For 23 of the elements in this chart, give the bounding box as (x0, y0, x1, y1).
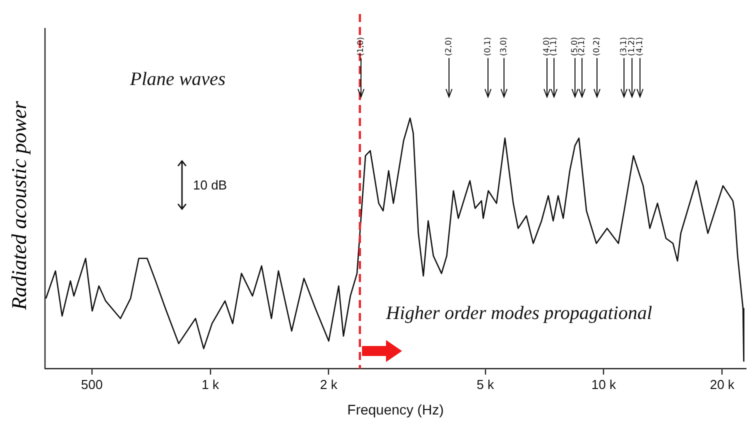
text: (1,1) (549, 37, 558, 56)
x-tick-label: 1 k (202, 376, 220, 392)
text: (1,2) (627, 37, 636, 56)
text: (3,0) (499, 37, 508, 56)
text: (2,1) (577, 37, 586, 56)
x-tick-label: 2 k (320, 376, 338, 392)
x-tick-label: 5 k (476, 376, 494, 392)
x-tick-label: 10 k (591, 376, 616, 392)
text: (3,1) (619, 37, 628, 56)
x-tick-label: 500 (81, 376, 103, 392)
text: Plane waves (129, 69, 226, 90)
text: (1,0) (356, 37, 366, 56)
y-axis-title: Radiated acoustic power (6, 100, 32, 310)
annotation: Higher order modes propagational (385, 303, 652, 324)
text: (0,2) (592, 37, 602, 56)
text: (4,1) (635, 37, 644, 56)
x-tick-label: 20 k (710, 376, 735, 392)
text: (5,0) (570, 37, 580, 56)
text: (4,0) (542, 37, 552, 56)
text: (0,1) (483, 37, 492, 56)
x-axis-title: Frequency (Hz) (347, 401, 444, 418)
annotation: 10 dB (193, 178, 227, 193)
text: (2,0) (444, 37, 454, 56)
